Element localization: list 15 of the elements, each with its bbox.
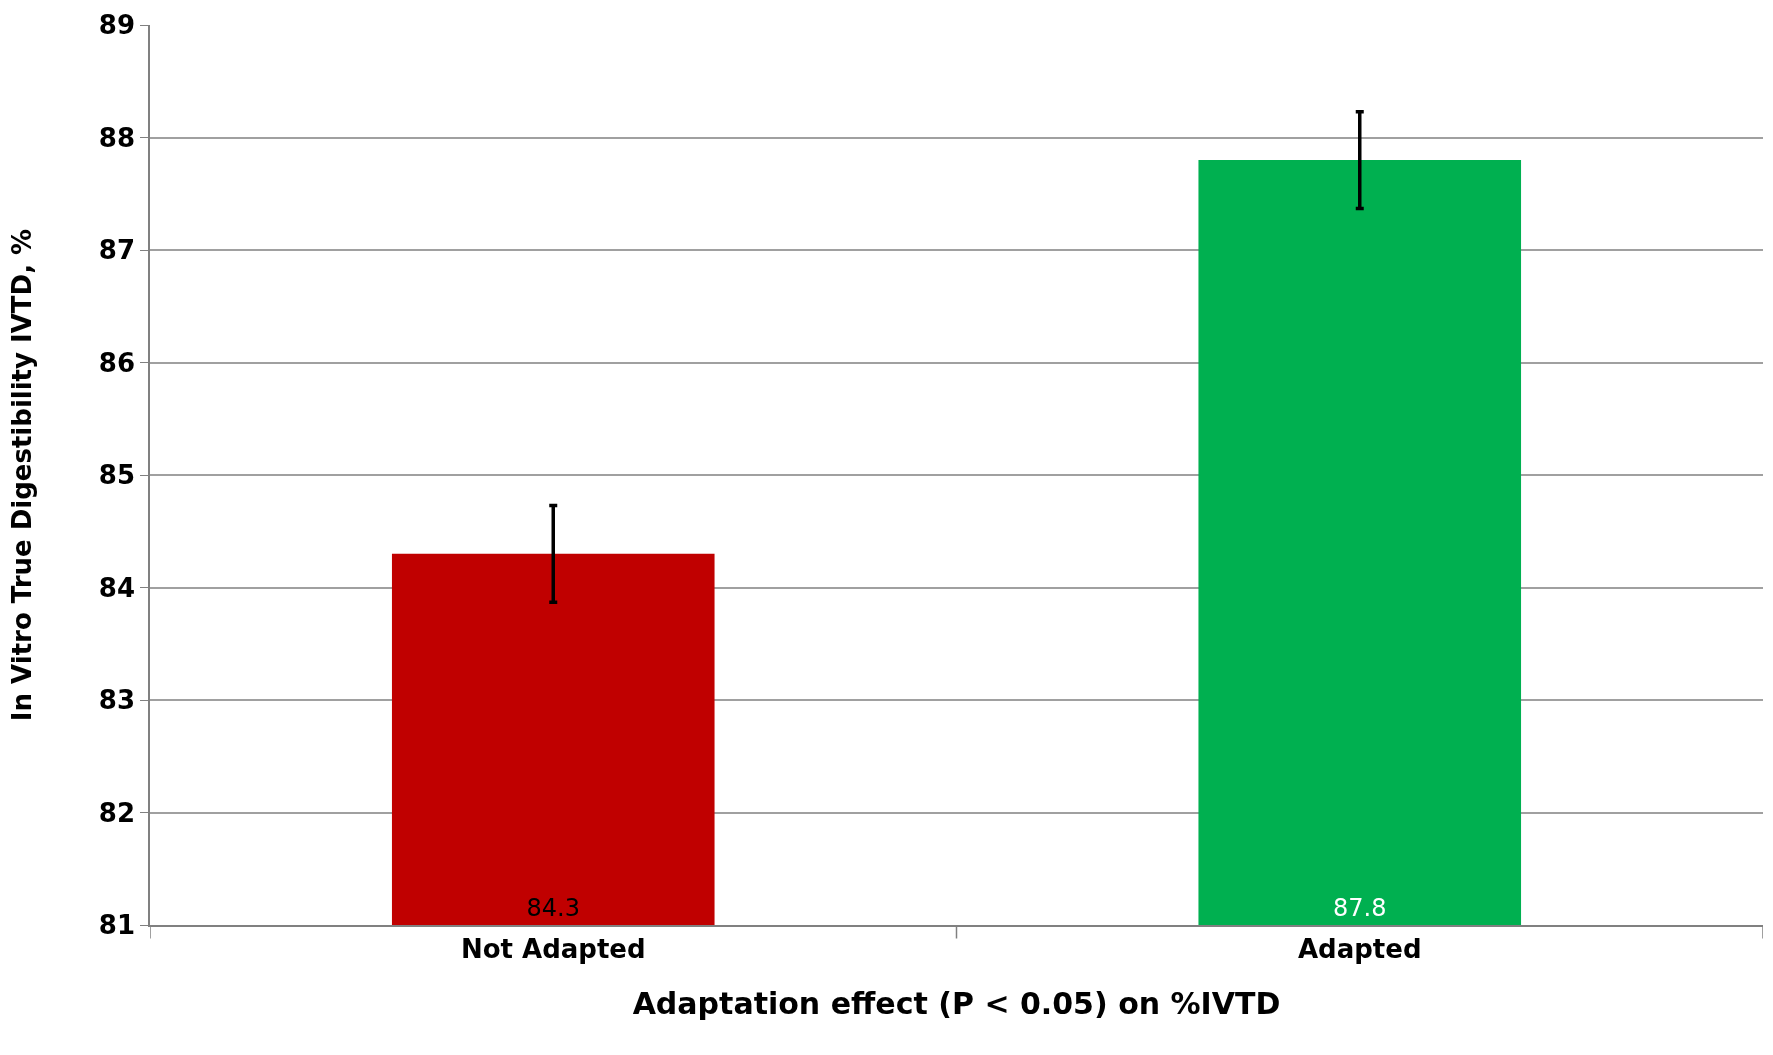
y-tick-label: 85 [98, 460, 136, 491]
y-tick-label: 88 [98, 122, 136, 153]
y-tick-label: 83 [98, 685, 136, 716]
y-tick-label: 86 [98, 347, 136, 378]
y-tick-label: 81 [98, 910, 136, 941]
data-label: 87.8 [1333, 894, 1387, 922]
data-label: 84.3 [526, 894, 580, 922]
y-axis-title: In Vitro True Digestibility IVTD, % [6, 228, 37, 722]
y-tick-label: 87 [98, 235, 136, 266]
y-tick-label: 84 [98, 572, 136, 603]
y-tick-label: 82 [98, 797, 136, 828]
x-axis-title: Adaptation effect (P < 0.05) on %IVTD [632, 985, 1281, 1021]
y-tick-label: 89 [98, 10, 136, 41]
x-tick-label: Adapted [1297, 933, 1422, 964]
x-tick-label: Not Adapted [460, 933, 646, 964]
